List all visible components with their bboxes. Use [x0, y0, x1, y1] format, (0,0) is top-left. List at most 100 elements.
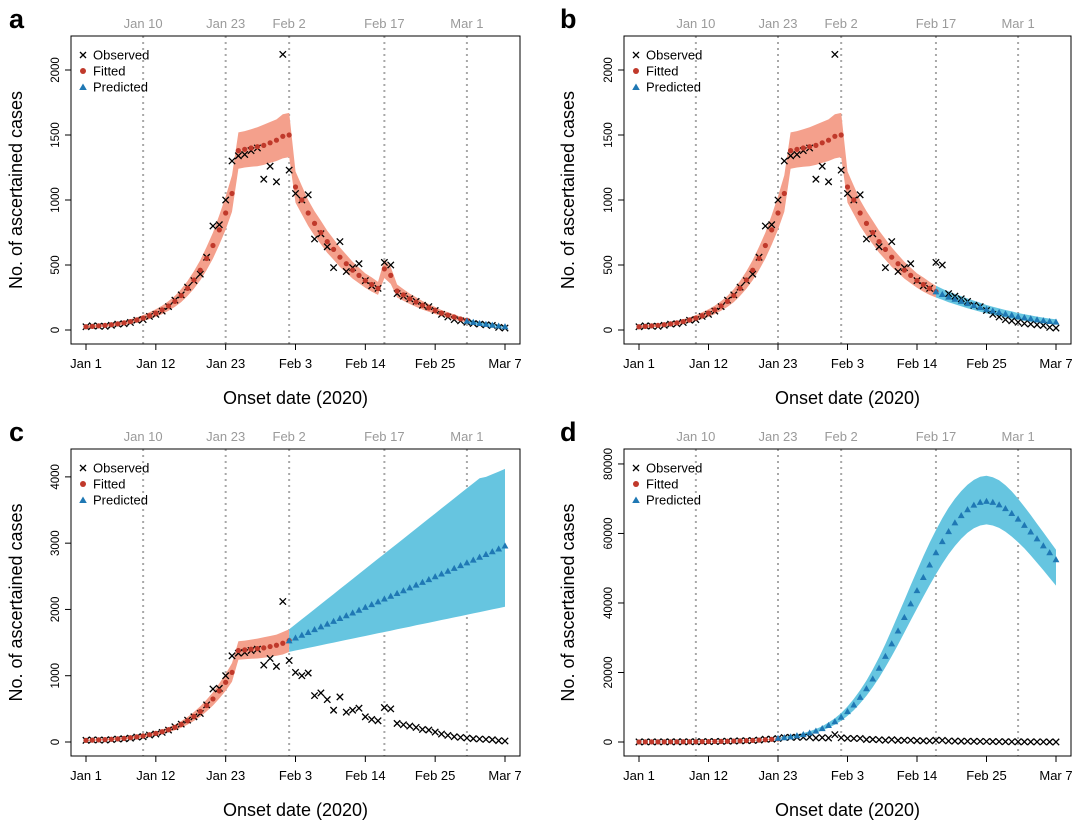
- predicted-point: [1014, 515, 1022, 522]
- fitted-point: [83, 324, 89, 330]
- observed-point: [222, 672, 230, 680]
- predicted-point: [957, 511, 965, 519]
- predicted-point: [1052, 556, 1060, 563]
- observed-point: [1001, 738, 1010, 746]
- observed-point: [450, 733, 458, 741]
- observed-point: [425, 726, 433, 734]
- phase-label: Jan 23: [758, 429, 797, 444]
- fitted-point: [819, 140, 825, 146]
- legend-marker-predicted: [79, 83, 87, 90]
- observed-point: [1046, 323, 1054, 332]
- predicted-point: [361, 603, 369, 610]
- y-axis-title: No. of ascertained cases: [6, 503, 26, 701]
- legend-label: Fitted: [93, 477, 126, 492]
- panel-c: c Jan 10 Jan 23 Feb 2 Feb 17 Mar 1 Jan 1 Jan 12…: [6, 417, 522, 820]
- fitted-point: [121, 735, 127, 741]
- observed-point: [1033, 321, 1041, 329]
- observed-point: [1033, 738, 1041, 746]
- predicted-point: [342, 612, 350, 619]
- fitted-point: [299, 197, 305, 203]
- observed-point: [317, 689, 325, 697]
- observed-point: [431, 728, 439, 736]
- predicted-point: [780, 734, 788, 741]
- fitted-point: [210, 696, 216, 702]
- fitted-point: [636, 739, 642, 745]
- predicted-point: [444, 567, 452, 574]
- observed-point: [260, 175, 268, 183]
- phase-label: Feb 17: [364, 429, 404, 444]
- fitted-point: [184, 285, 191, 291]
- x-tick-label: Jan 12: [689, 768, 728, 783]
- observed-point: [387, 261, 395, 269]
- observed-point: [888, 735, 896, 744]
- x-tick-label: Jan 1: [70, 768, 102, 783]
- predicted-band: [289, 468, 505, 652]
- fitted-point: [769, 227, 775, 233]
- fitted-point: [693, 315, 699, 321]
- observed-point: [812, 734, 820, 742]
- fitted-point: [318, 229, 324, 236]
- y-tick-label: 2000: [50, 57, 62, 83]
- predicted-point: [298, 631, 306, 638]
- fitted-point: [324, 239, 330, 245]
- fitted-point: [857, 210, 863, 216]
- observed-point: [494, 737, 503, 745]
- observed-point: [228, 652, 236, 660]
- predicted-point: [976, 303, 984, 310]
- fitted-point: [172, 298, 178, 304]
- predicted-point: [932, 549, 940, 556]
- fitted-point: [261, 142, 267, 148]
- phase-label: Feb 2: [825, 429, 858, 444]
- predicted-point: [806, 729, 813, 736]
- predicted-point: [818, 725, 826, 732]
- fitted-point: [267, 643, 273, 650]
- fitted-point: [267, 140, 273, 146]
- observed-point: [786, 152, 795, 160]
- fitted-point: [400, 292, 407, 298]
- fitted-point: [235, 148, 241, 154]
- observed-point: [925, 737, 934, 745]
- observed-point: [1008, 317, 1016, 325]
- predicted-point: [894, 627, 902, 634]
- observed-point: [304, 191, 312, 199]
- observed-point: [304, 669, 312, 677]
- observed-point: [406, 722, 414, 730]
- observed-point: [482, 735, 490, 744]
- predicted-point: [863, 685, 870, 692]
- y-tick-label: 1000: [50, 187, 62, 213]
- fitted-point: [89, 323, 95, 329]
- fitted-point: [781, 190, 787, 197]
- observed-point: [1014, 738, 1022, 746]
- observed-point: [1052, 738, 1060, 746]
- y-axis-title: No. of ascertained cases: [558, 91, 578, 289]
- fitted-point: [419, 302, 426, 308]
- observed-point: [355, 260, 363, 268]
- observed-point: [279, 597, 287, 606]
- fitted-point: [89, 737, 95, 743]
- predicted-point: [495, 545, 503, 552]
- observed-point: [196, 270, 204, 278]
- observed-point: [266, 162, 274, 170]
- fitted-point: [356, 272, 362, 278]
- fitted-point: [369, 281, 375, 288]
- fitted-point: [882, 246, 889, 252]
- observed-point: [437, 730, 446, 738]
- fitted-point: [242, 146, 248, 152]
- y-tick-label: 0: [50, 739, 62, 745]
- fitted-point: [699, 313, 705, 319]
- x-tick-label: Jan 1: [70, 356, 102, 371]
- predicted-point: [1021, 521, 1028, 528]
- observed-point: [837, 166, 845, 174]
- fitted-point: [191, 713, 197, 720]
- fitted-point: [223, 210, 229, 216]
- observed-point: [418, 725, 427, 734]
- phase-label: Mar 1: [1001, 16, 1034, 31]
- fitted-point: [756, 255, 762, 262]
- predicted-point: [482, 550, 490, 558]
- predicted-point: [964, 506, 971, 513]
- fitted-point: [235, 647, 241, 654]
- fitted-point: [273, 642, 280, 648]
- observed-point: [989, 737, 997, 746]
- legend-label: Predicted: [646, 80, 701, 95]
- fitted-point: [927, 285, 933, 291]
